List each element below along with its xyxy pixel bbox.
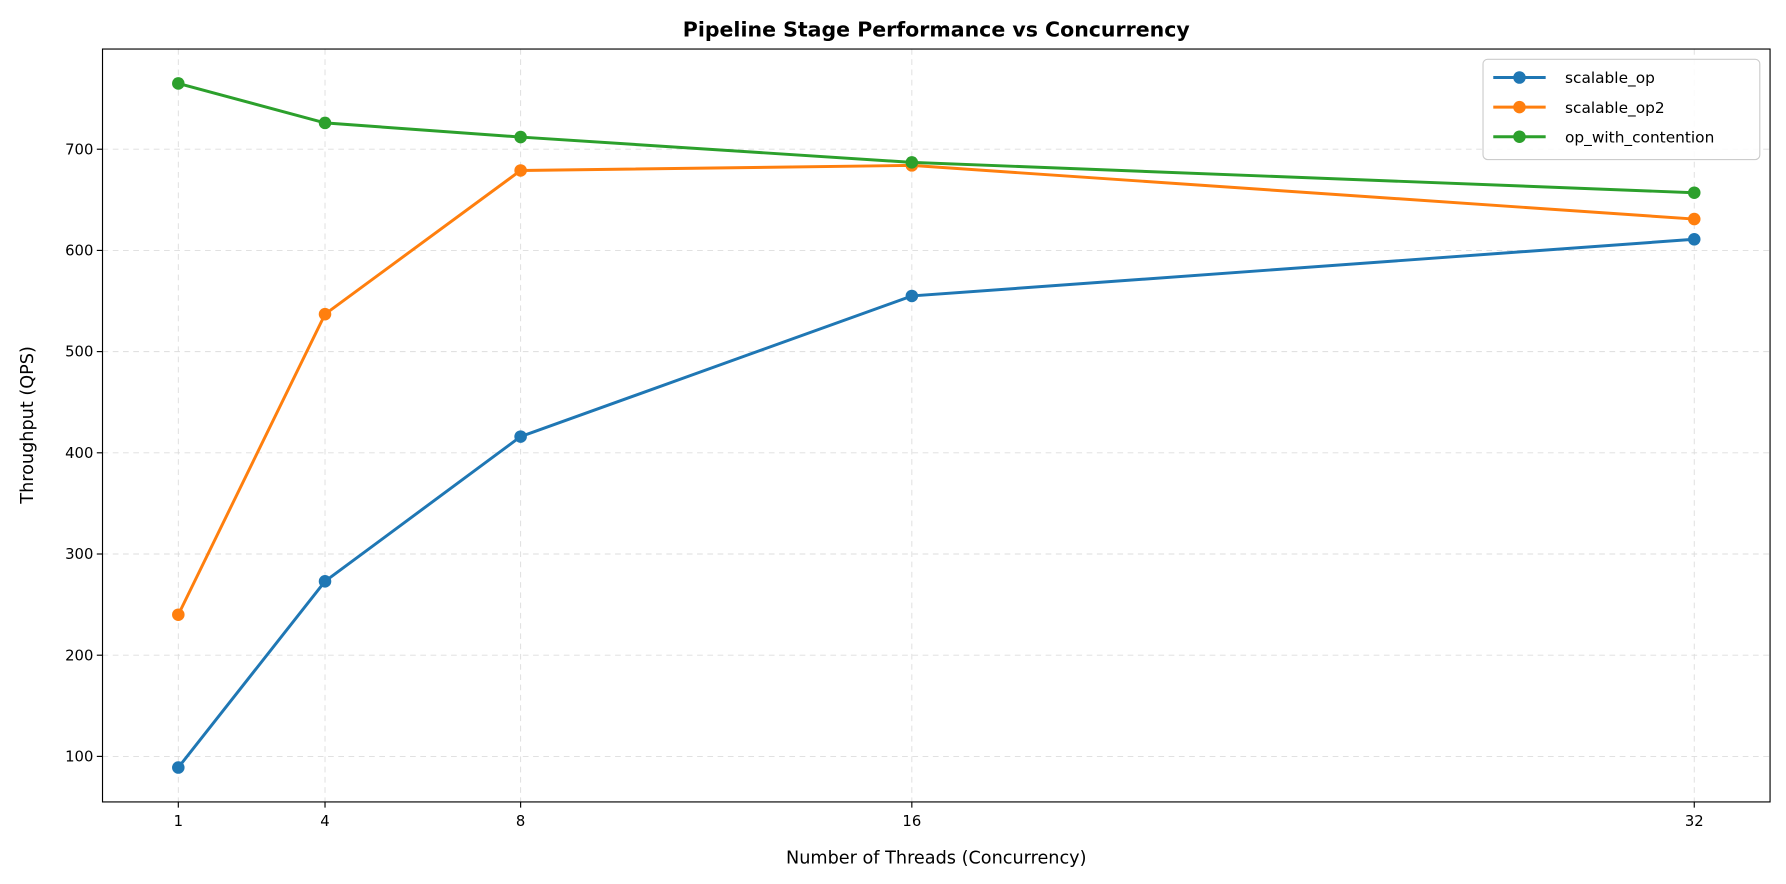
data-point-scalable_op2 — [172, 608, 185, 621]
data-point-scalable_op2 — [514, 164, 527, 177]
data-point-op_with_contention — [172, 77, 185, 90]
x-tick-label: 1 — [174, 813, 183, 830]
data-point-scalable_op — [1687, 233, 1701, 246]
y-tick-label: 100 — [65, 749, 93, 766]
legend: scalable_op scalable_op2 op_with_contentio… — [1482, 58, 1761, 161]
x-tick-label: 32 — [1685, 813, 1704, 830]
y-tick-label: 200 — [65, 647, 93, 664]
data-point-scalable_op — [172, 761, 185, 774]
data-point-op_with_contention — [905, 156, 919, 169]
y-tick-label: 500 — [65, 344, 93, 361]
legend-marker-scalable_op2 — [1513, 100, 1526, 114]
plot-frame — [101, 48, 1771, 803]
x-axis-label: Number of Threads (Concurrency) — [786, 848, 1086, 868]
x-tick-label: 8 — [516, 813, 525, 830]
legend-label: scalable_op — [1565, 69, 1655, 88]
data-point-scalable_op — [514, 430, 527, 443]
data-point-op_with_contention — [514, 130, 527, 144]
y-axis-label: Throughput (QPS) — [18, 346, 38, 505]
data-point-scalable_op — [318, 575, 332, 588]
legend-label: op_with_contention — [1565, 128, 1714, 147]
legend-marker-scalable_op — [1513, 71, 1526, 84]
data-point-op_with_contention — [318, 116, 332, 130]
data-point-scalable_op — [905, 289, 919, 303]
series-lines — [172, 77, 1701, 774]
data-point-op_with_contention — [1687, 186, 1701, 199]
data-point-scalable_op2 — [1687, 212, 1701, 226]
x-tick-label: 16 — [902, 813, 921, 830]
y-tick-label: 300 — [65, 546, 93, 563]
y-tick-label: 600 — [65, 243, 93, 260]
legend-frame — [1482, 58, 1761, 161]
legend-marker-op_with_contention — [1513, 130, 1526, 144]
y-tick-label: 700 — [65, 141, 93, 158]
series-line-op_with_contention — [177, 82, 1695, 195]
series-line-scalable_op — [177, 237, 1695, 769]
axis-ticks: 1 4 8 16 32 100 200 300 400 500 600 700 — [65, 141, 1704, 830]
series-line-scalable_op2 — [176, 163, 1695, 616]
x-tick-label: 4 — [320, 813, 329, 830]
chart-title: Pipeline Stage Performance vs Concurrenc… — [683, 18, 1190, 42]
y-tick-label: 400 — [65, 445, 93, 462]
data-point-scalable_op2 — [318, 307, 332, 321]
legend-label: scalable_op2 — [1565, 99, 1665, 118]
